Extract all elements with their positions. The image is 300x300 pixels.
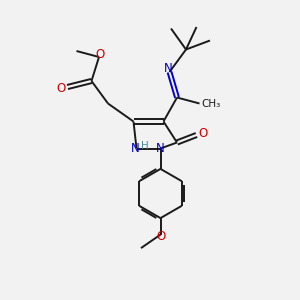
Text: N: N [156,142,165,155]
Text: O: O [199,127,208,140]
Text: CH₃: CH₃ [201,99,220,109]
Text: O: O [96,48,105,61]
Text: O: O [157,230,166,243]
Text: O: O [56,82,65,95]
Text: N: N [130,142,140,155]
Text: H: H [141,141,149,151]
Text: N: N [164,62,172,75]
